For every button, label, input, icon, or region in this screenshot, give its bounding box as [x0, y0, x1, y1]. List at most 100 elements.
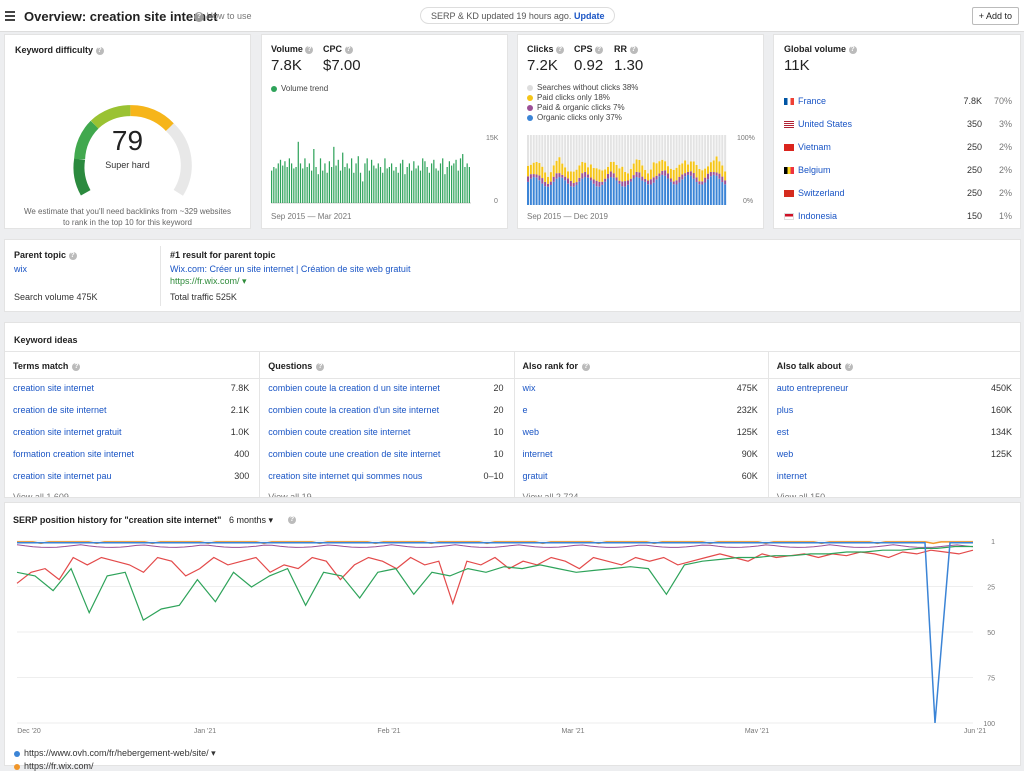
paid-organic-segment [712, 172, 715, 175]
green-dot-icon [271, 85, 277, 92]
idea-term[interactable]: creation site internet qui sommes nous [268, 471, 423, 481]
idea-term[interactable]: combien coute la creation d'un site inte… [268, 405, 440, 415]
idea-term[interactable]: est [776, 427, 789, 437]
view-all-link[interactable]: View all 1,609 [13, 492, 69, 498]
paid-organic-segment [667, 173, 669, 179]
country-row[interactable]: Vietnam 250 2% [784, 142, 1012, 154]
country-row[interactable]: United States 350 3% [784, 119, 1012, 131]
idea-term[interactable]: internet [522, 449, 553, 459]
idea-term[interactable]: gratuit [522, 471, 548, 481]
idea-term[interactable]: creation site internet pau [13, 471, 112, 481]
idea-term[interactable]: wix [522, 383, 536, 393]
idea-term[interactable]: combien coute creation site internet [268, 427, 411, 437]
idea-term[interactable]: creation de site internet [13, 405, 107, 415]
idea-row[interactable]: plus 160K [777, 405, 1012, 417]
idea-row[interactable]: creation site internet pau 300 [13, 471, 249, 483]
idea-row[interactable]: wix 475K [523, 383, 758, 395]
country-share: 3% [998, 119, 1012, 129]
country-row[interactable]: France 7.8K 70% [784, 96, 1012, 108]
volume-bar [433, 159, 435, 203]
country-name[interactable]: France [798, 96, 827, 106]
paid-organic-segment [538, 175, 541, 181]
idea-term[interactable]: combien coute la creation d un site inte… [268, 383, 440, 393]
paid-segment [715, 156, 718, 173]
country-row[interactable]: Switzerland 250 2% [784, 188, 1012, 200]
idea-row[interactable]: gratuit 60K [523, 471, 758, 483]
serp-legend-item[interactable]: https://fr.wix.com/ [14, 761, 94, 771]
idea-row[interactable]: creation site internet gratuit 1.0K [13, 427, 249, 439]
idea-term[interactable]: combien coute une creation de site inter… [268, 449, 441, 459]
country-name[interactable]: Switzerland [798, 188, 845, 198]
volume-bar [346, 163, 348, 203]
paid-organic-segment [658, 173, 661, 177]
top-result-url[interactable]: https://fr.wix.com/ ▾ [170, 276, 247, 286]
paid-organic-segment [598, 181, 601, 187]
country-name[interactable]: Indonesia [798, 211, 838, 221]
idea-row[interactable]: internet 90K [523, 449, 758, 461]
view-all-link[interactable]: View all 19 [268, 492, 312, 498]
top-result-title[interactable]: Wix.com: Créer un site internet | Créati… [170, 264, 411, 274]
country-name[interactable]: United States [798, 119, 853, 129]
legend-label: Organic clicks only 37% [537, 113, 622, 122]
idea-row[interactable]: combien coute creation site internet 10 [268, 427, 503, 439]
divider [768, 378, 1020, 379]
idea-row[interactable]: formation creation site internet 400 [13, 449, 249, 461]
top-result-label: #1 result for parent topic [170, 250, 276, 260]
help-icon: ? [68, 251, 77, 260]
idea-term[interactable]: creation site internet [13, 383, 95, 393]
idea-row[interactable]: creation site internet qui sommes nous 0–… [268, 471, 503, 483]
idea-term[interactable]: formation creation site internet [13, 449, 135, 459]
idea-row[interactable]: e 232K [523, 405, 758, 417]
no-click-segment [721, 135, 724, 166]
view-all-link[interactable]: View all 150 [776, 492, 826, 498]
no-click-segment [601, 135, 604, 171]
how-to-use-link[interactable]: ? How to use [194, 11, 252, 22]
idea-row[interactable]: internet [777, 471, 1012, 483]
idea-row[interactable]: creation site internet 7.8K [13, 383, 249, 395]
paid-organic-segment [575, 182, 578, 185]
idea-volume: 134K [990, 427, 1012, 437]
idea-term[interactable]: web [522, 427, 540, 437]
period-dropdown[interactable]: 6 months ▾ [229, 515, 274, 525]
update-button[interactable]: Update [573, 11, 605, 21]
country-row[interactable]: Indonesia 150 1% [784, 211, 1012, 223]
idea-term[interactable]: plus [776, 405, 794, 415]
idea-row[interactable]: combien coute la creation d'un site inte… [268, 405, 503, 417]
idea-row[interactable]: creation de site internet 2.1K [13, 405, 249, 417]
idea-row[interactable]: combien coute une creation de site inter… [268, 449, 503, 461]
country-name[interactable]: Belgium [798, 165, 831, 175]
belgium-flag-icon [784, 167, 794, 175]
kd-card: Keyword difficulty ? 79 Super hard We es… [4, 34, 251, 229]
idea-term[interactable]: internet [776, 471, 807, 481]
idea-row[interactable]: est 134K [777, 427, 1012, 439]
view-all-link[interactable]: View all 2,724 [522, 492, 579, 498]
idea-row[interactable]: auto entrepreneur 450K [777, 383, 1012, 395]
idea-term[interactable]: web [776, 449, 794, 459]
organic-segment [589, 180, 592, 205]
no-click-segment [707, 135, 709, 167]
paid-segment [664, 161, 667, 171]
idea-volume: 475K [736, 383, 758, 393]
idea-term[interactable]: creation site internet gratuit [13, 427, 122, 437]
idea-row[interactable]: combien coute la creation d un site inte… [268, 383, 503, 395]
menu-icon[interactable] [5, 11, 15, 23]
add-to-button[interactable]: + Add to [971, 7, 1019, 25]
parent-topic-link[interactable]: wix [14, 264, 27, 274]
paid-organic-segment [704, 177, 707, 183]
x-tick-label: Dec '20 [17, 728, 41, 733]
idea-term[interactable]: e [522, 405, 528, 415]
country-name[interactable]: Vietnam [798, 142, 831, 152]
volume-bar [373, 165, 375, 203]
volume-bar [364, 163, 366, 203]
idea-row[interactable]: web 125K [777, 449, 1012, 461]
volume-bar [359, 172, 362, 203]
idea-term[interactable]: auto entrepreneur [776, 383, 849, 393]
paid-segment [709, 162, 712, 172]
country-row[interactable]: Belgium 250 2% [784, 165, 1012, 177]
idea-row[interactable]: web 125K [523, 427, 758, 439]
country-share: 70% [993, 96, 1012, 106]
volume-bar [306, 167, 308, 203]
country-volume: 150 [966, 211, 982, 221]
volume-bar [282, 165, 284, 203]
serp-legend-item[interactable]: https://www.ovh.com/fr/hebergement-web/s… [14, 748, 216, 759]
